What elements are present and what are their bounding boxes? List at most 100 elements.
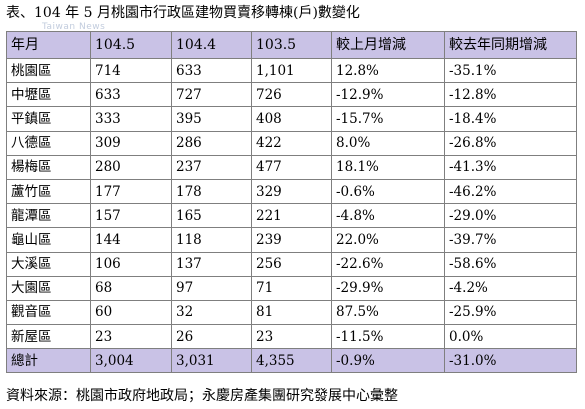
value-104-4-cell: 97	[171, 275, 252, 301]
value-104-5-cell: 633	[90, 82, 172, 108]
district-cell: 龜山區	[6, 227, 91, 253]
value-104-4-cell: 286	[171, 130, 252, 156]
yoy-change-cell: -39.7%	[444, 227, 577, 253]
total-value-104-5-cell: 3,004	[90, 348, 172, 374]
mom-change-cell: -11.5%	[331, 324, 445, 350]
value-104-4-cell: 137	[171, 251, 252, 277]
mom-change-cell: 8.0%	[331, 130, 445, 156]
table-header-row: 年月 104.5 104.4 103.5 較上月增減 較去年同期增減	[6, 31, 577, 59]
value-104-5-cell: 280	[90, 154, 172, 180]
mom-change-cell: -22.6%	[331, 251, 445, 277]
table-row: 蘆竹區 177 178 329 -0.6% -46.2%	[6, 178, 577, 205]
yoy-change-cell: -4.2%	[444, 275, 577, 301]
value-104-4-cell: 26	[171, 324, 252, 350]
value-104-4-cell: 237	[171, 154, 252, 180]
header-cell-yoy-change: 較去年同期增減	[444, 31, 577, 59]
value-104-4-cell: 633	[171, 57, 252, 84]
yoy-change-cell: -26.8%	[444, 130, 577, 156]
header-cell-103-5: 103.5	[251, 31, 332, 59]
district-cell: 八德區	[6, 130, 91, 156]
header-cell-mom-change: 較上月增減	[331, 31, 445, 59]
value-103-5-cell: 71	[251, 275, 332, 301]
value-104-5-cell: 60	[90, 299, 172, 326]
table-row: 中壢區 633 727 726 -12.9% -12.8%	[6, 82, 577, 108]
yoy-change-cell: 0.0%	[444, 324, 577, 350]
district-cell: 平鎮區	[6, 106, 91, 132]
value-103-5-cell: 422	[251, 130, 332, 156]
value-104-4-cell: 32	[171, 299, 252, 326]
header-cell-104-5: 104.5	[90, 31, 172, 59]
mom-change-cell: -4.8%	[331, 203, 445, 229]
value-104-5-cell: 177	[90, 178, 172, 205]
header-cell-104-4: 104.4	[171, 31, 252, 59]
table-row: 龍潭區 157 165 221 -4.8% -29.0%	[6, 203, 577, 229]
value-103-5-cell: 256	[251, 251, 332, 277]
yoy-change-cell: -41.3%	[444, 154, 577, 180]
value-104-5-cell: 23	[90, 324, 172, 350]
value-104-4-cell: 178	[171, 178, 252, 205]
table-caption: 表、104 年 5 月桃園市行政區建物買賣移轉棟(戶)數變化	[6, 5, 360, 21]
total-value-103-5-cell: 4,355	[251, 348, 332, 374]
district-cell: 龍潭區	[6, 203, 91, 229]
value-104-4-cell: 165	[171, 203, 252, 229]
district-cell: 大園區	[6, 275, 91, 301]
yoy-change-cell: -18.4%	[444, 106, 577, 132]
value-104-5-cell: 309	[90, 130, 172, 156]
value-103-5-cell: 81	[251, 299, 332, 326]
mom-change-cell: 22.0%	[331, 227, 445, 253]
district-cell: 楊梅區	[6, 154, 91, 180]
value-104-5-cell: 714	[90, 57, 172, 84]
yoy-change-cell: -25.9%	[444, 299, 577, 326]
table-row: 平鎮區 333 395 408 -15.7% -18.4%	[6, 106, 577, 132]
table-row: 大園區 68 97 71 -29.9% -4.2%	[6, 275, 577, 301]
mom-change-cell: -29.9%	[331, 275, 445, 301]
value-103-5-cell: 477	[251, 154, 332, 180]
mom-change-cell: -0.6%	[331, 178, 445, 205]
value-104-4-cell: 727	[171, 82, 252, 108]
district-cell: 新屋區	[6, 324, 91, 350]
table-row: 龜山區 144 118 239 22.0% -39.7%	[6, 227, 577, 253]
table-body: 年月 104.5 104.4 103.5 較上月增減 較去年同期增減 桃園區 71…	[6, 31, 577, 374]
value-103-5-cell: 408	[251, 106, 332, 132]
mom-change-cell: 87.5%	[331, 299, 445, 326]
value-104-5-cell: 333	[90, 106, 172, 132]
value-104-5-cell: 106	[90, 251, 172, 277]
district-cell: 觀音區	[6, 299, 91, 326]
district-cell: 蘆竹區	[6, 178, 91, 205]
value-104-5-cell: 144	[90, 227, 172, 253]
yoy-change-cell: -12.8%	[444, 82, 577, 108]
value-104-4-cell: 118	[171, 227, 252, 253]
table-row: 楊梅區 280 237 477 18.1% -41.3%	[6, 154, 577, 180]
value-103-5-cell: 239	[251, 227, 332, 253]
header-cell-period: 年月	[6, 31, 91, 59]
value-103-5-cell: 221	[251, 203, 332, 229]
value-104-5-cell: 68	[90, 275, 172, 301]
total-value-104-4-cell: 3,031	[171, 348, 252, 374]
table-row: 八德區 309 286 422 8.0% -26.8%	[6, 130, 577, 156]
value-103-5-cell: 23	[251, 324, 332, 350]
value-103-5-cell: 1,101	[251, 57, 332, 84]
total-district-cell: 總計	[6, 348, 91, 374]
mom-change-cell: -15.7%	[331, 106, 445, 132]
value-104-5-cell: 157	[90, 203, 172, 229]
source-footnote: 資料來源：桃園市政府地政局；永慶房產集團研究發展中心彙整	[6, 388, 398, 404]
building-transfer-table: 年月 104.5 104.4 103.5 較上月增減 較去年同期增減 桃園區 71…	[6, 31, 577, 374]
total-yoy-change-cell: -31.0%	[444, 348, 577, 374]
yoy-change-cell: -35.1%	[444, 57, 577, 84]
mom-change-cell: 18.1%	[331, 154, 445, 180]
mom-change-cell: -12.9%	[331, 82, 445, 108]
yoy-change-cell: -29.0%	[444, 203, 577, 229]
mom-change-cell: 12.8%	[331, 57, 445, 84]
total-mom-change-cell: -0.9%	[331, 348, 445, 374]
yoy-change-cell: -46.2%	[444, 178, 577, 205]
watermark-logo: Taiwan News	[42, 22, 106, 32]
table-row: 大溪區 106 137 256 -22.6% -58.6%	[6, 251, 577, 277]
table-row: 桃園區 714 633 1,101 12.8% -35.1%	[6, 57, 577, 84]
yoy-change-cell: -58.6%	[444, 251, 577, 277]
district-cell: 桃園區	[6, 57, 91, 84]
value-104-4-cell: 395	[171, 106, 252, 132]
district-cell: 中壢區	[6, 82, 91, 108]
district-cell: 大溪區	[6, 251, 91, 277]
value-103-5-cell: 329	[251, 178, 332, 205]
value-103-5-cell: 726	[251, 82, 332, 108]
